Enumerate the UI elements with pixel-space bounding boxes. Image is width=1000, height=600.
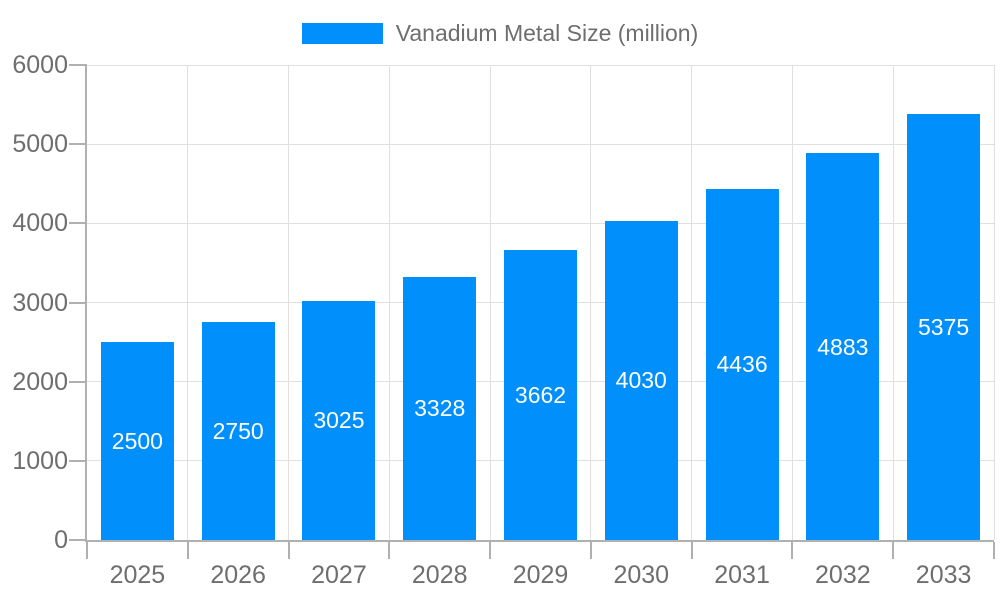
- gridline-v-8: [892, 65, 894, 540]
- x-axis-label-2030: 2030: [613, 561, 670, 589]
- x-tick-6: [690, 542, 693, 559]
- legend-swatch: [301, 22, 383, 44]
- bar-value-label: 3662: [514, 382, 567, 409]
- gridline-v-3: [388, 65, 390, 540]
- y-axis-label-2000: 2000: [12, 367, 68, 396]
- y-axis-label-5000: 5000: [12, 130, 68, 159]
- y-tick-1000: [69, 459, 87, 462]
- x-tick-7: [791, 542, 794, 559]
- x-tick-4: [489, 542, 492, 559]
- bar-2032[interactable]: 4883: [806, 153, 880, 540]
- x-axis-label-2033: 2033: [915, 561, 972, 589]
- gridline-v-1: [187, 65, 189, 540]
- bar-value-label: 3025: [313, 407, 365, 434]
- bar-value-label: 4883: [817, 333, 869, 360]
- y-tick-5000: [69, 143, 87, 146]
- x-tick-2: [287, 542, 290, 559]
- gridline-h-5000: [87, 143, 994, 145]
- bar-2031[interactable]: 4436: [705, 188, 779, 540]
- gridline-h-6000: [87, 64, 994, 66]
- y-tick-4000: [69, 222, 87, 225]
- y-axis-label-1000: 1000: [12, 446, 68, 475]
- gridline-v-5: [590, 65, 592, 540]
- gridline-v-4: [489, 65, 491, 540]
- bar-value-label: 2750: [212, 418, 264, 445]
- x-tick-9: [993, 542, 995, 559]
- gridline-v-9: [993, 65, 995, 540]
- bar-2025[interactable]: 2500: [100, 342, 174, 540]
- x-axis-label-2032: 2032: [815, 561, 871, 589]
- legend-label: Vanadium Metal Size (million): [395, 20, 699, 46]
- x-tick-1: [186, 542, 189, 559]
- gridline-v-6: [691, 65, 693, 540]
- bar-2028[interactable]: 3328: [403, 276, 477, 540]
- y-axis-label-0: 0: [54, 526, 68, 554]
- gridline-v-7: [791, 65, 793, 540]
- bar-value-label: 4030: [615, 367, 667, 394]
- y-tick-3000: [69, 301, 87, 304]
- x-axis-label-2029: 2029: [512, 561, 569, 589]
- bar-2027[interactable]: 3025: [302, 300, 376, 540]
- bar-2026[interactable]: 2750: [201, 322, 275, 540]
- x-tick-8: [892, 542, 895, 559]
- gridline-h-4000: [87, 222, 994, 224]
- x-axis-label-2025: 2025: [109, 561, 166, 589]
- y-axis-label-3000: 3000: [12, 288, 68, 317]
- bar-2033[interactable]: 5375: [907, 114, 981, 540]
- plot-area: 2500 2750 3025 3328 3662 4030 4436 4883 5375: [85, 64, 995, 542]
- gridline-v-2: [288, 65, 290, 540]
- y-axis-label-4000: 4000: [12, 209, 68, 238]
- bar-value-label: 2500: [111, 428, 163, 455]
- y-tick-2000: [69, 380, 87, 383]
- bar-2030[interactable]: 4030: [604, 220, 678, 540]
- y-tick-0: [69, 539, 87, 541]
- bar-value-label: 4436: [716, 351, 768, 378]
- x-axis-label-2028: 2028: [411, 561, 468, 589]
- bar-value-label: 3328: [414, 395, 466, 422]
- bar-value-label: 5375: [918, 314, 970, 341]
- y-axis-label-6000: 6000: [12, 51, 68, 79]
- bar-2029[interactable]: 3662: [504, 250, 577, 540]
- x-axis-label-2031: 2031: [714, 561, 770, 589]
- legend[interactable]: Vanadium Metal Size (million): [0, 20, 1000, 46]
- x-tick-0: [86, 542, 88, 559]
- x-axis-label-2027: 2027: [311, 561, 367, 589]
- y-tick-6000: [69, 64, 87, 66]
- x-axis-label-2026: 2026: [210, 561, 266, 589]
- x-tick-5: [589, 542, 592, 559]
- x-tick-3: [388, 542, 391, 559]
